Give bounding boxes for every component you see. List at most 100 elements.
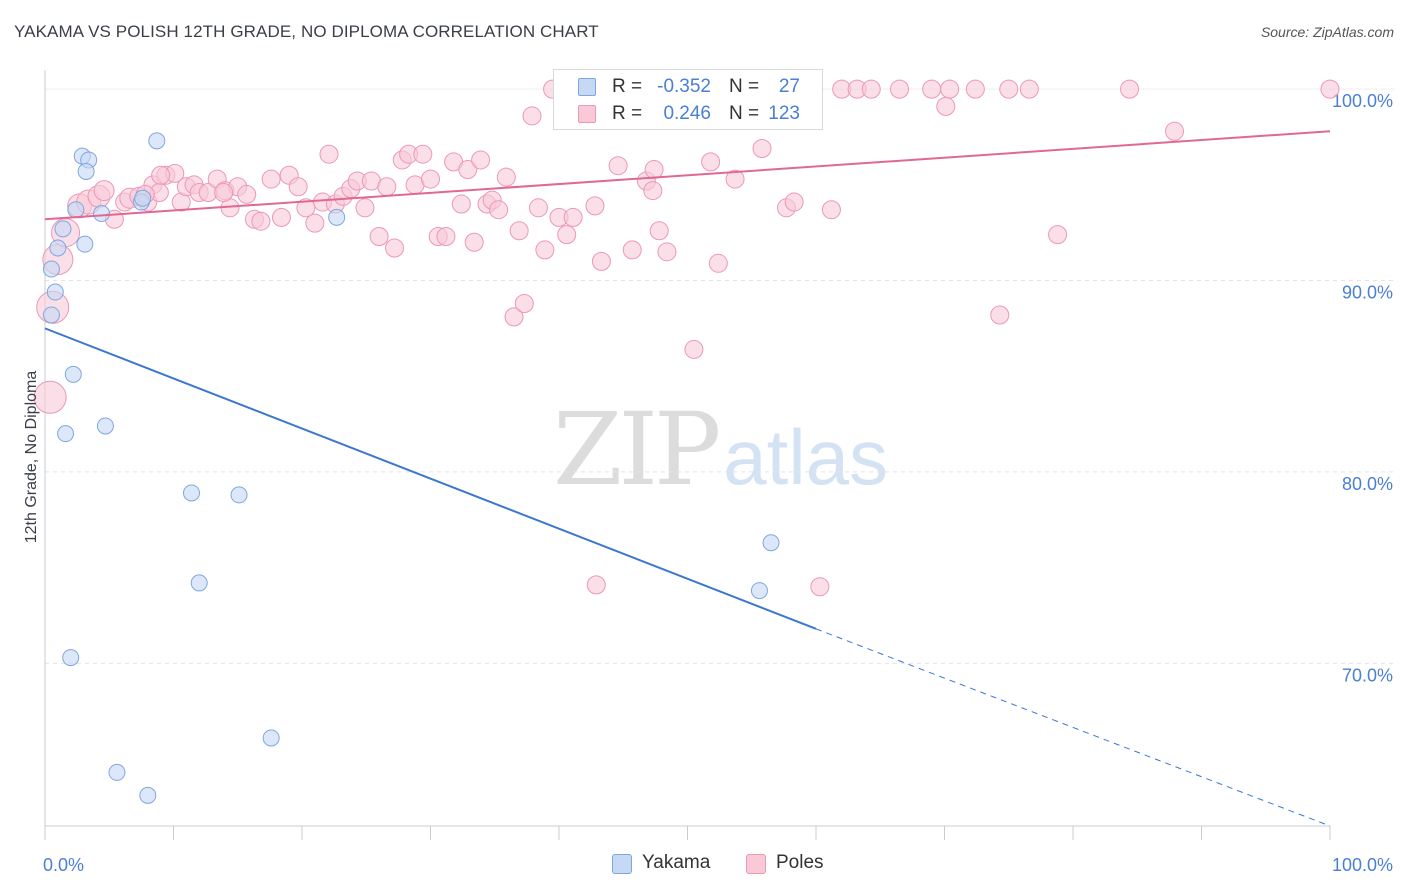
legend-r-value: -0.352 <box>657 76 711 97</box>
poles-point <box>251 211 271 231</box>
yakama-point <box>42 260 60 278</box>
poles-point <box>514 293 534 313</box>
legend-swatch-yakama <box>612 854 632 874</box>
yakama-point <box>262 729 280 747</box>
poles-point <box>237 184 257 204</box>
poles-point <box>451 194 471 214</box>
yakama-point <box>182 484 200 502</box>
poles-point <box>1320 79 1340 99</box>
legend-row-poles: R = 0.246 N = 123 <box>554 101 822 127</box>
poles-point <box>305 213 325 233</box>
poles-point <box>464 232 484 252</box>
poles-point <box>557 225 577 245</box>
poles-point <box>649 221 669 241</box>
poles-point <box>922 79 942 99</box>
legend-n-label: N = <box>729 76 760 97</box>
poles-point <box>1019 79 1039 99</box>
poles-point <box>936 96 956 116</box>
yakama-point <box>46 283 64 301</box>
poles-point <box>586 575 606 595</box>
yakama-point <box>62 649 80 667</box>
poles-point <box>33 380 67 414</box>
poles-point <box>504 307 524 327</box>
poles-point <box>784 192 804 212</box>
x-tick-label: 100.0% <box>1332 855 1393 875</box>
poles-point <box>622 240 642 260</box>
poles-point <box>369 227 389 247</box>
poles-point <box>1048 225 1068 245</box>
yakama-point <box>77 162 95 180</box>
yakama-point <box>750 582 768 600</box>
poles-point <box>643 181 663 201</box>
legend-n-value: 123 <box>768 103 800 124</box>
poles-point <box>288 177 308 197</box>
poles-point <box>489 200 509 220</box>
yakama-point <box>57 425 75 443</box>
poles-point <box>644 160 664 180</box>
poles-point <box>522 106 542 126</box>
yakama-point <box>54 220 72 238</box>
poles-point <box>1165 121 1185 141</box>
poles-point <box>385 238 405 258</box>
poles-point <box>436 227 456 247</box>
yakama-trend-line <box>44 327 817 630</box>
poles-point <box>965 79 985 99</box>
yakama-point <box>148 132 166 150</box>
poles-point <box>355 198 375 218</box>
legend-r-label: R = <box>612 76 643 97</box>
legend-r-label: R = <box>612 103 643 124</box>
y-tick-label: 90.0% <box>1342 283 1393 303</box>
poles-point <box>471 150 491 170</box>
poles-point <box>701 152 721 172</box>
poles-point <box>458 160 478 180</box>
poles-point <box>752 138 772 158</box>
poles-point <box>1120 79 1140 99</box>
yakama-point <box>42 306 60 324</box>
yakama-point <box>134 189 152 207</box>
legend-swatch-yakama <box>578 78 596 96</box>
poles-point <box>421 169 440 189</box>
yakama-point <box>762 534 780 552</box>
source-credit: Source: ZipAtlas.com <box>1260 24 1394 40</box>
yakama-point <box>76 235 94 253</box>
legend-label-yakama: Yakama <box>642 852 711 873</box>
legend-label-poles: Poles <box>776 852 824 873</box>
y-axis-title: 12th Grade, No Diploma <box>23 370 40 544</box>
poles-point <box>821 200 841 220</box>
poles-point <box>999 79 1019 99</box>
chart-title: YAKAMA VS POLISH 12TH GRADE, NO DIPLOMA … <box>14 22 599 41</box>
poles-point <box>725 169 745 189</box>
yakama-point <box>49 239 67 257</box>
y-tick-label: 100.0% <box>1332 91 1393 111</box>
poles-point <box>151 165 171 185</box>
poles-point <box>585 196 605 216</box>
yakama-point <box>93 205 111 223</box>
y-tick-label: 70.0% <box>1342 665 1393 685</box>
yakama-point <box>108 763 126 781</box>
poles-point <box>93 180 115 202</box>
poles-point <box>940 79 960 99</box>
legend-swatch-poles <box>746 854 766 874</box>
watermark-atlas: atlas <box>723 413 889 501</box>
yakama-point <box>67 201 85 219</box>
poles-point <box>563 207 583 227</box>
yakama-point <box>190 574 208 592</box>
watermark: ZIPatlas <box>553 400 888 507</box>
yakama-trend-extension <box>815 628 1331 827</box>
poles-point <box>261 169 281 189</box>
poles-point <box>684 339 704 359</box>
yakama-point <box>230 486 248 504</box>
yakama-point <box>139 786 157 804</box>
poles-point <box>535 240 555 260</box>
poles-point <box>861 79 881 99</box>
poles-point <box>708 253 728 273</box>
y-tick-label: 80.0% <box>1342 474 1393 494</box>
poles-point <box>509 221 529 241</box>
legend-row-yakama: R = -0.352 N = 27 <box>554 74 822 100</box>
poles-point <box>319 144 339 164</box>
poles-point <box>591 251 611 271</box>
poles-point <box>377 177 397 197</box>
poles-point <box>271 207 291 227</box>
watermark-zip: ZIP <box>553 391 721 508</box>
